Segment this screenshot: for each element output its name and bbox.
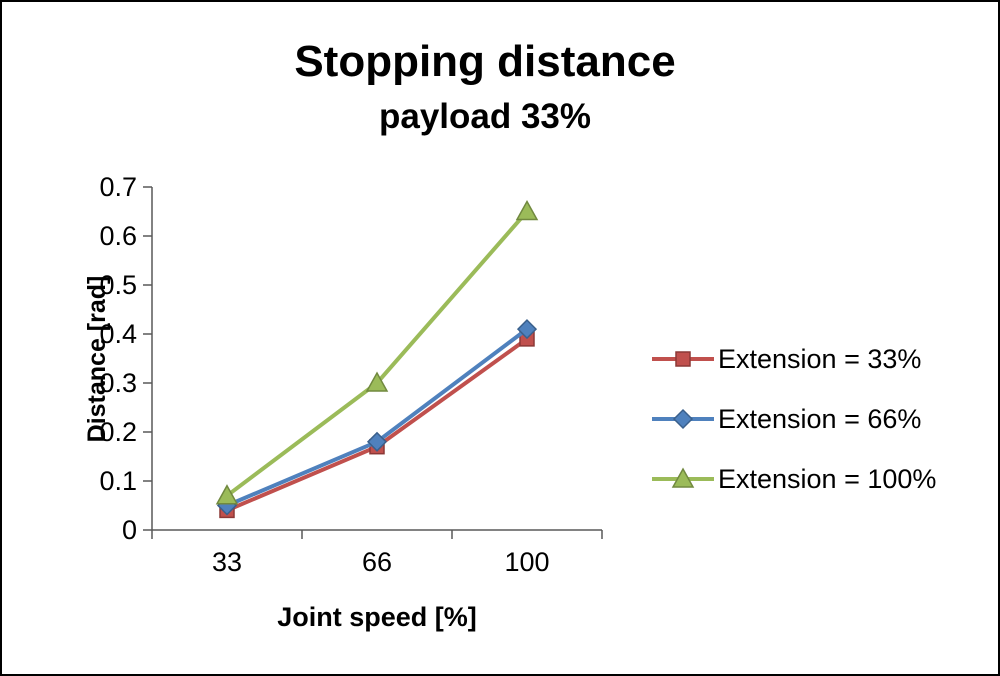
y-tick-label: 0 xyxy=(122,515,137,545)
triangle-marker xyxy=(215,484,239,505)
triangle-marker xyxy=(365,371,389,392)
y-tick-label: 0.1 xyxy=(99,466,137,496)
triangle-marker xyxy=(671,467,695,488)
diamond-marker xyxy=(672,408,694,430)
y-tick-label: 0.2 xyxy=(99,417,137,447)
y-tick-label: 0.6 xyxy=(99,221,137,251)
legend-item: Extension = 66% xyxy=(652,404,921,434)
x-axis-title: Joint speed [%] xyxy=(277,602,477,632)
y-tick-label: 0.5 xyxy=(99,270,137,300)
y-axis-title: Distance [rad] xyxy=(83,276,111,443)
series-triangle xyxy=(215,199,539,505)
chart-title: Stopping distance xyxy=(294,37,675,86)
plot-area: 0 0.1 0.2 0.3 0.4 0.5 0.6 0.7 33 66 100 xyxy=(99,172,603,577)
legend-item: Extension = 100% xyxy=(652,464,936,494)
triangle-marker xyxy=(515,199,539,221)
diamond-marker xyxy=(366,431,388,452)
y-tick-label: 0.3 xyxy=(99,368,137,398)
x-tick-label: 100 xyxy=(504,547,549,577)
legend-label: Extension = 33% xyxy=(718,344,921,374)
x-tick-label: 66 xyxy=(362,547,392,577)
legend-label: Extension = 100% xyxy=(718,464,936,494)
diamond-marker xyxy=(516,319,538,340)
legend-label: Extension = 66% xyxy=(718,404,921,434)
y-tick-label: 0.7 xyxy=(99,172,137,202)
y-tick-label: 0.4 xyxy=(99,319,137,349)
chart-subtitle: payload 33% xyxy=(379,97,591,136)
series-line xyxy=(226,327,529,508)
legend: Extension = 33% Extension = 66% Extension … xyxy=(652,344,936,494)
square-marker xyxy=(675,351,691,367)
legend-item: Extension = 33% xyxy=(652,344,921,374)
series-diamond xyxy=(216,319,538,516)
x-tick-label: 33 xyxy=(212,547,242,577)
